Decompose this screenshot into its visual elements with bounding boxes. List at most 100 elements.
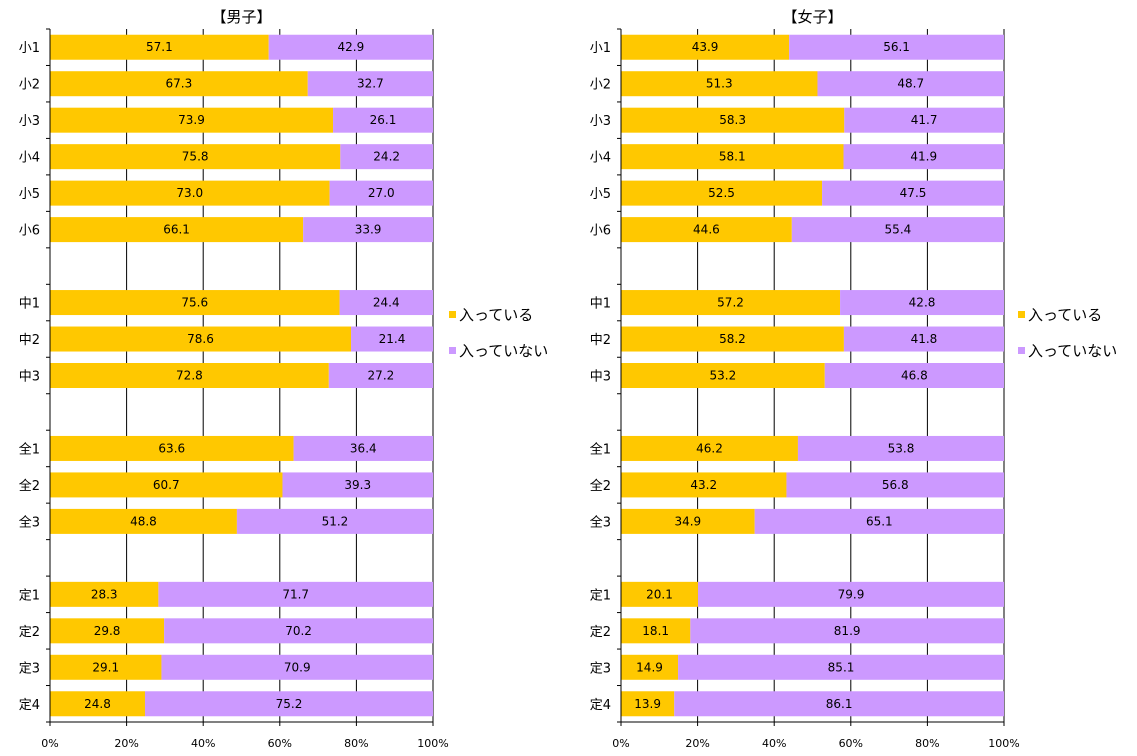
- data-label: 55.4: [885, 223, 912, 237]
- data-label: 41.7: [911, 113, 938, 127]
- x-tick-label: 80%: [344, 737, 368, 750]
- data-label: 32.7: [357, 77, 384, 91]
- data-label: 58.2: [719, 332, 746, 346]
- category-label: 中1: [19, 297, 40, 312]
- bar-out: [817, 71, 1004, 97]
- x-tick-label: 0%: [612, 737, 629, 750]
- legend-label: 入っている: [459, 306, 533, 324]
- data-label: 75.8: [182, 150, 209, 164]
- category-label: 中1: [590, 297, 611, 312]
- data-label: 27.2: [368, 369, 395, 383]
- data-label: 73.0: [176, 186, 203, 200]
- bar-out: [351, 326, 433, 352]
- data-label: 21.4: [379, 332, 406, 346]
- bar-in: [50, 654, 162, 680]
- data-label: 53.2: [710, 369, 737, 383]
- bar-out: [293, 435, 433, 461]
- bar-in: [621, 618, 691, 644]
- data-label: 51.2: [322, 514, 349, 528]
- x-tick-label: 60%: [839, 737, 863, 750]
- bar-out: [307, 71, 433, 97]
- data-label: 18.1: [642, 624, 669, 638]
- x-tick-label: 0%: [41, 737, 58, 750]
- data-label: 86.1: [826, 697, 853, 711]
- bar-in: [50, 363, 329, 388]
- x-tick-label: 100%: [988, 737, 1019, 750]
- bar-out: [282, 472, 433, 498]
- legend-label: 入っている: [1028, 306, 1102, 324]
- bar-in: [50, 180, 330, 206]
- data-label: 42.8: [909, 296, 936, 310]
- bar-out: [844, 107, 1004, 133]
- bar-out: [786, 472, 1004, 498]
- bar-out: [328, 363, 433, 388]
- bar-in: [50, 691, 145, 717]
- x-tick-label: 80%: [915, 737, 939, 750]
- bar-in: [50, 435, 294, 461]
- category-label: 小3: [19, 114, 40, 129]
- data-label: 14.9: [636, 660, 663, 674]
- bar-out: [340, 144, 433, 170]
- data-label: 33.9: [355, 223, 382, 237]
- data-label: 58.1: [719, 150, 746, 164]
- category-label: 定3: [19, 661, 40, 676]
- data-label: 85.1: [828, 660, 855, 674]
- bar-out: [797, 435, 1004, 461]
- data-label: 71.7: [282, 587, 309, 601]
- data-label: 29.1: [92, 660, 119, 674]
- category-label: 小5: [590, 187, 611, 202]
- category-label: 定3: [590, 661, 611, 676]
- category-label: 小2: [19, 78, 40, 93]
- data-label: 52.5: [708, 186, 735, 200]
- bar-in: [621, 107, 845, 133]
- category-label: 小4: [590, 151, 611, 166]
- data-label: 46.2: [696, 441, 723, 455]
- data-label: 13.9: [634, 697, 661, 711]
- bar-in: [50, 217, 304, 243]
- bar-out: [339, 290, 433, 316]
- x-tick-label: 60%: [268, 737, 292, 750]
- bar-in: [50, 326, 352, 352]
- category-label: 全3: [19, 514, 40, 530]
- data-label: 47.5: [900, 186, 927, 200]
- bar-in: [621, 363, 825, 388]
- bar-out: [843, 326, 1004, 352]
- data-label: 75.2: [276, 697, 303, 711]
- category-label: 中2: [19, 333, 40, 348]
- bar-out: [697, 581, 1004, 607]
- bar-out: [843, 144, 1004, 170]
- legend-swatch: [449, 347, 456, 354]
- data-label: 73.9: [178, 113, 205, 127]
- data-label: 58.3: [719, 113, 746, 127]
- chart-girls: 【女子】 43.9 56.1 51.3 48.7 58.3 41.7 58.1 41.9 52.5…: [590, 8, 1118, 750]
- category-label: 中3: [590, 370, 611, 385]
- data-label: 48.7: [897, 77, 924, 91]
- chart-title: 【男子】: [211, 8, 271, 26]
- data-label: 75.6: [181, 296, 208, 310]
- data-label: 26.1: [370, 113, 397, 127]
- data-label: 57.1: [146, 40, 173, 54]
- data-label: 67.3: [166, 77, 193, 91]
- data-label: 24.8: [84, 697, 111, 711]
- bar-out: [789, 34, 1004, 60]
- data-label: 34.9: [674, 514, 701, 528]
- bar-out: [268, 34, 433, 60]
- category-label: 定2: [19, 625, 40, 640]
- category-label: 定2: [590, 625, 611, 640]
- legend-swatch: [449, 311, 456, 318]
- legend-swatch: [1018, 347, 1025, 354]
- bar-out: [329, 180, 433, 206]
- category-label: 中3: [19, 370, 40, 385]
- bar-out: [791, 217, 1004, 243]
- bar-in: [621, 654, 679, 680]
- category-label: 小3: [590, 114, 611, 129]
- data-label: 43.9: [692, 40, 719, 54]
- category-label: 定1: [590, 588, 611, 603]
- category-label: 小1: [19, 41, 40, 56]
- data-label: 24.4: [373, 296, 400, 310]
- category-label: 全1: [19, 441, 40, 457]
- data-label: 63.6: [158, 441, 185, 455]
- category-label: 小6: [19, 224, 40, 239]
- bar-in: [621, 71, 818, 97]
- bar-in: [50, 290, 340, 316]
